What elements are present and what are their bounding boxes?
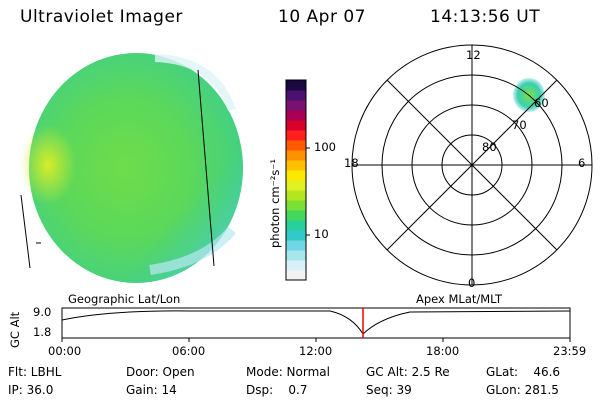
time-label: 14:13:56 UT — [430, 7, 541, 27]
mlt-label-12: 12 — [466, 48, 481, 62]
time-tick-1800: 18:00 — [426, 344, 460, 358]
color-bar-band — [286, 130, 306, 141]
date-label: 10 Apr 07 — [278, 7, 366, 27]
color-bar-band — [286, 160, 306, 171]
color-bar-band — [286, 250, 306, 261]
colorbar-unit-label: photon cm⁻²s⁻¹ — [268, 159, 282, 248]
color-bar-band — [286, 140, 306, 151]
glon-status: GLon: 281.5 — [486, 383, 559, 397]
colorbar-label-100: 100 — [314, 140, 336, 154]
color-bar-band — [286, 150, 306, 161]
gc-alt-axis-label: GC Alt — [8, 311, 22, 348]
apex-label: Apex MLat/MLT — [416, 292, 503, 306]
color-bar — [286, 80, 306, 281]
mlt-label-6: 6 — [578, 156, 586, 170]
color-bar-band — [286, 100, 306, 111]
color-bar-band — [286, 270, 306, 281]
instrument-title: Ultraviolet Imager — [20, 7, 183, 27]
color-bar-band — [286, 210, 306, 221]
color-bar-frame — [285, 79, 307, 281]
time-tick-2359: 23:59 — [553, 344, 587, 358]
time-tick-0000: 00:00 — [48, 344, 82, 358]
altitude-curve — [61, 310, 571, 335]
color-bar-band — [286, 260, 306, 271]
time-tick-0600: 06:00 — [172, 344, 206, 358]
color-bar-band — [286, 220, 306, 231]
limb-line — [20, 194, 31, 269]
geographic-label: Geographic Lat/Lon — [68, 292, 181, 306]
alt-tick-9: 9.0 — [33, 305, 52, 319]
ip-status: IP: 36.0 — [8, 383, 54, 397]
lat-label-80: 80 — [482, 140, 497, 154]
mode-status: Mode: Normal — [246, 365, 330, 379]
color-bar-band — [286, 240, 306, 251]
earth-disk-image — [20, 53, 243, 283]
filter-status: Flt: LBHL — [8, 365, 62, 379]
dsp-status: Dsp: 0.7 — [246, 383, 308, 397]
glat-status: GLat: 46.6 — [486, 365, 561, 379]
lat-label-70: 70 — [512, 118, 527, 132]
seq-status: Seq: 39 — [366, 383, 412, 397]
color-bar-band — [286, 170, 306, 181]
gc-alt-status: GC Alt: 2.5 Re — [366, 365, 450, 379]
time-tick-1200: 12:00 — [299, 344, 333, 358]
color-bar-band — [286, 80, 306, 91]
color-bar-band — [286, 180, 306, 191]
color-bar-band — [286, 120, 306, 131]
terminator-line — [197, 69, 215, 267]
door-status: Door: Open — [126, 365, 195, 379]
color-bar-band — [286, 110, 306, 121]
colorbar-label-10: 10 — [314, 227, 329, 241]
gain-status: Gain: 14 — [126, 383, 177, 397]
color-bar-band — [286, 190, 306, 201]
alt-tick-1-8: 1.8 — [33, 325, 52, 339]
lat-label-60: 60 — [534, 96, 549, 110]
color-bar-band — [286, 230, 306, 241]
color-bar-band — [286, 90, 306, 101]
altitude-plot-frame — [61, 307, 571, 339]
polar-plot — [351, 44, 593, 286]
color-bar-band — [286, 200, 306, 211]
mlt-label-18: 18 — [344, 156, 359, 170]
mlt-label-0: 0 — [468, 276, 476, 290]
